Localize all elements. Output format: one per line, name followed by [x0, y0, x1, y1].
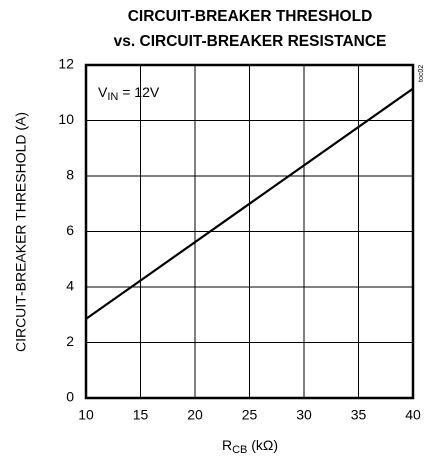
x-tick-label: 20 [187, 407, 203, 423]
plot-frame [84, 63, 415, 400]
y-tick-label: 4 [66, 278, 74, 294]
y-tick-label: 12 [58, 56, 74, 72]
x-label-rest: (kΩ) [247, 437, 278, 453]
y-tick-label: 6 [66, 222, 74, 238]
y-tick-label: 0 [66, 389, 74, 405]
x-tick-label: 35 [351, 407, 367, 423]
annotation-main: V [98, 84, 108, 100]
y-tick-label: 2 [66, 333, 74, 349]
y-axis-label: CIRCUIT-BREAKER THRESHOLD (A) [13, 112, 29, 352]
x-label-sub: CB [232, 444, 247, 456]
figure-id: toc02 [418, 65, 425, 82]
x-tick-label: 30 [296, 407, 312, 423]
x-tick-label: 15 [133, 407, 149, 423]
y-tick-label: 10 [58, 111, 74, 127]
x-tick-label: 10 [78, 407, 94, 423]
chart-title: vs. CIRCUIT-BREAKER RESISTANCE [114, 33, 387, 50]
x-tick-label: 40 [405, 407, 421, 423]
x-axis-label: RCB (kΩ) [222, 437, 278, 456]
y-tick-label: 8 [66, 167, 74, 183]
x-tick-label: 25 [242, 407, 258, 423]
data-line [85, 87, 414, 320]
annotation-sub: IN [107, 91, 118, 103]
chart-title: CIRCUIT-BREAKER THRESHOLD [128, 8, 373, 25]
annotation-rest: = 12V [118, 84, 160, 100]
x-label-main: R [222, 437, 232, 453]
annotation: VIN = 12V [98, 84, 160, 103]
